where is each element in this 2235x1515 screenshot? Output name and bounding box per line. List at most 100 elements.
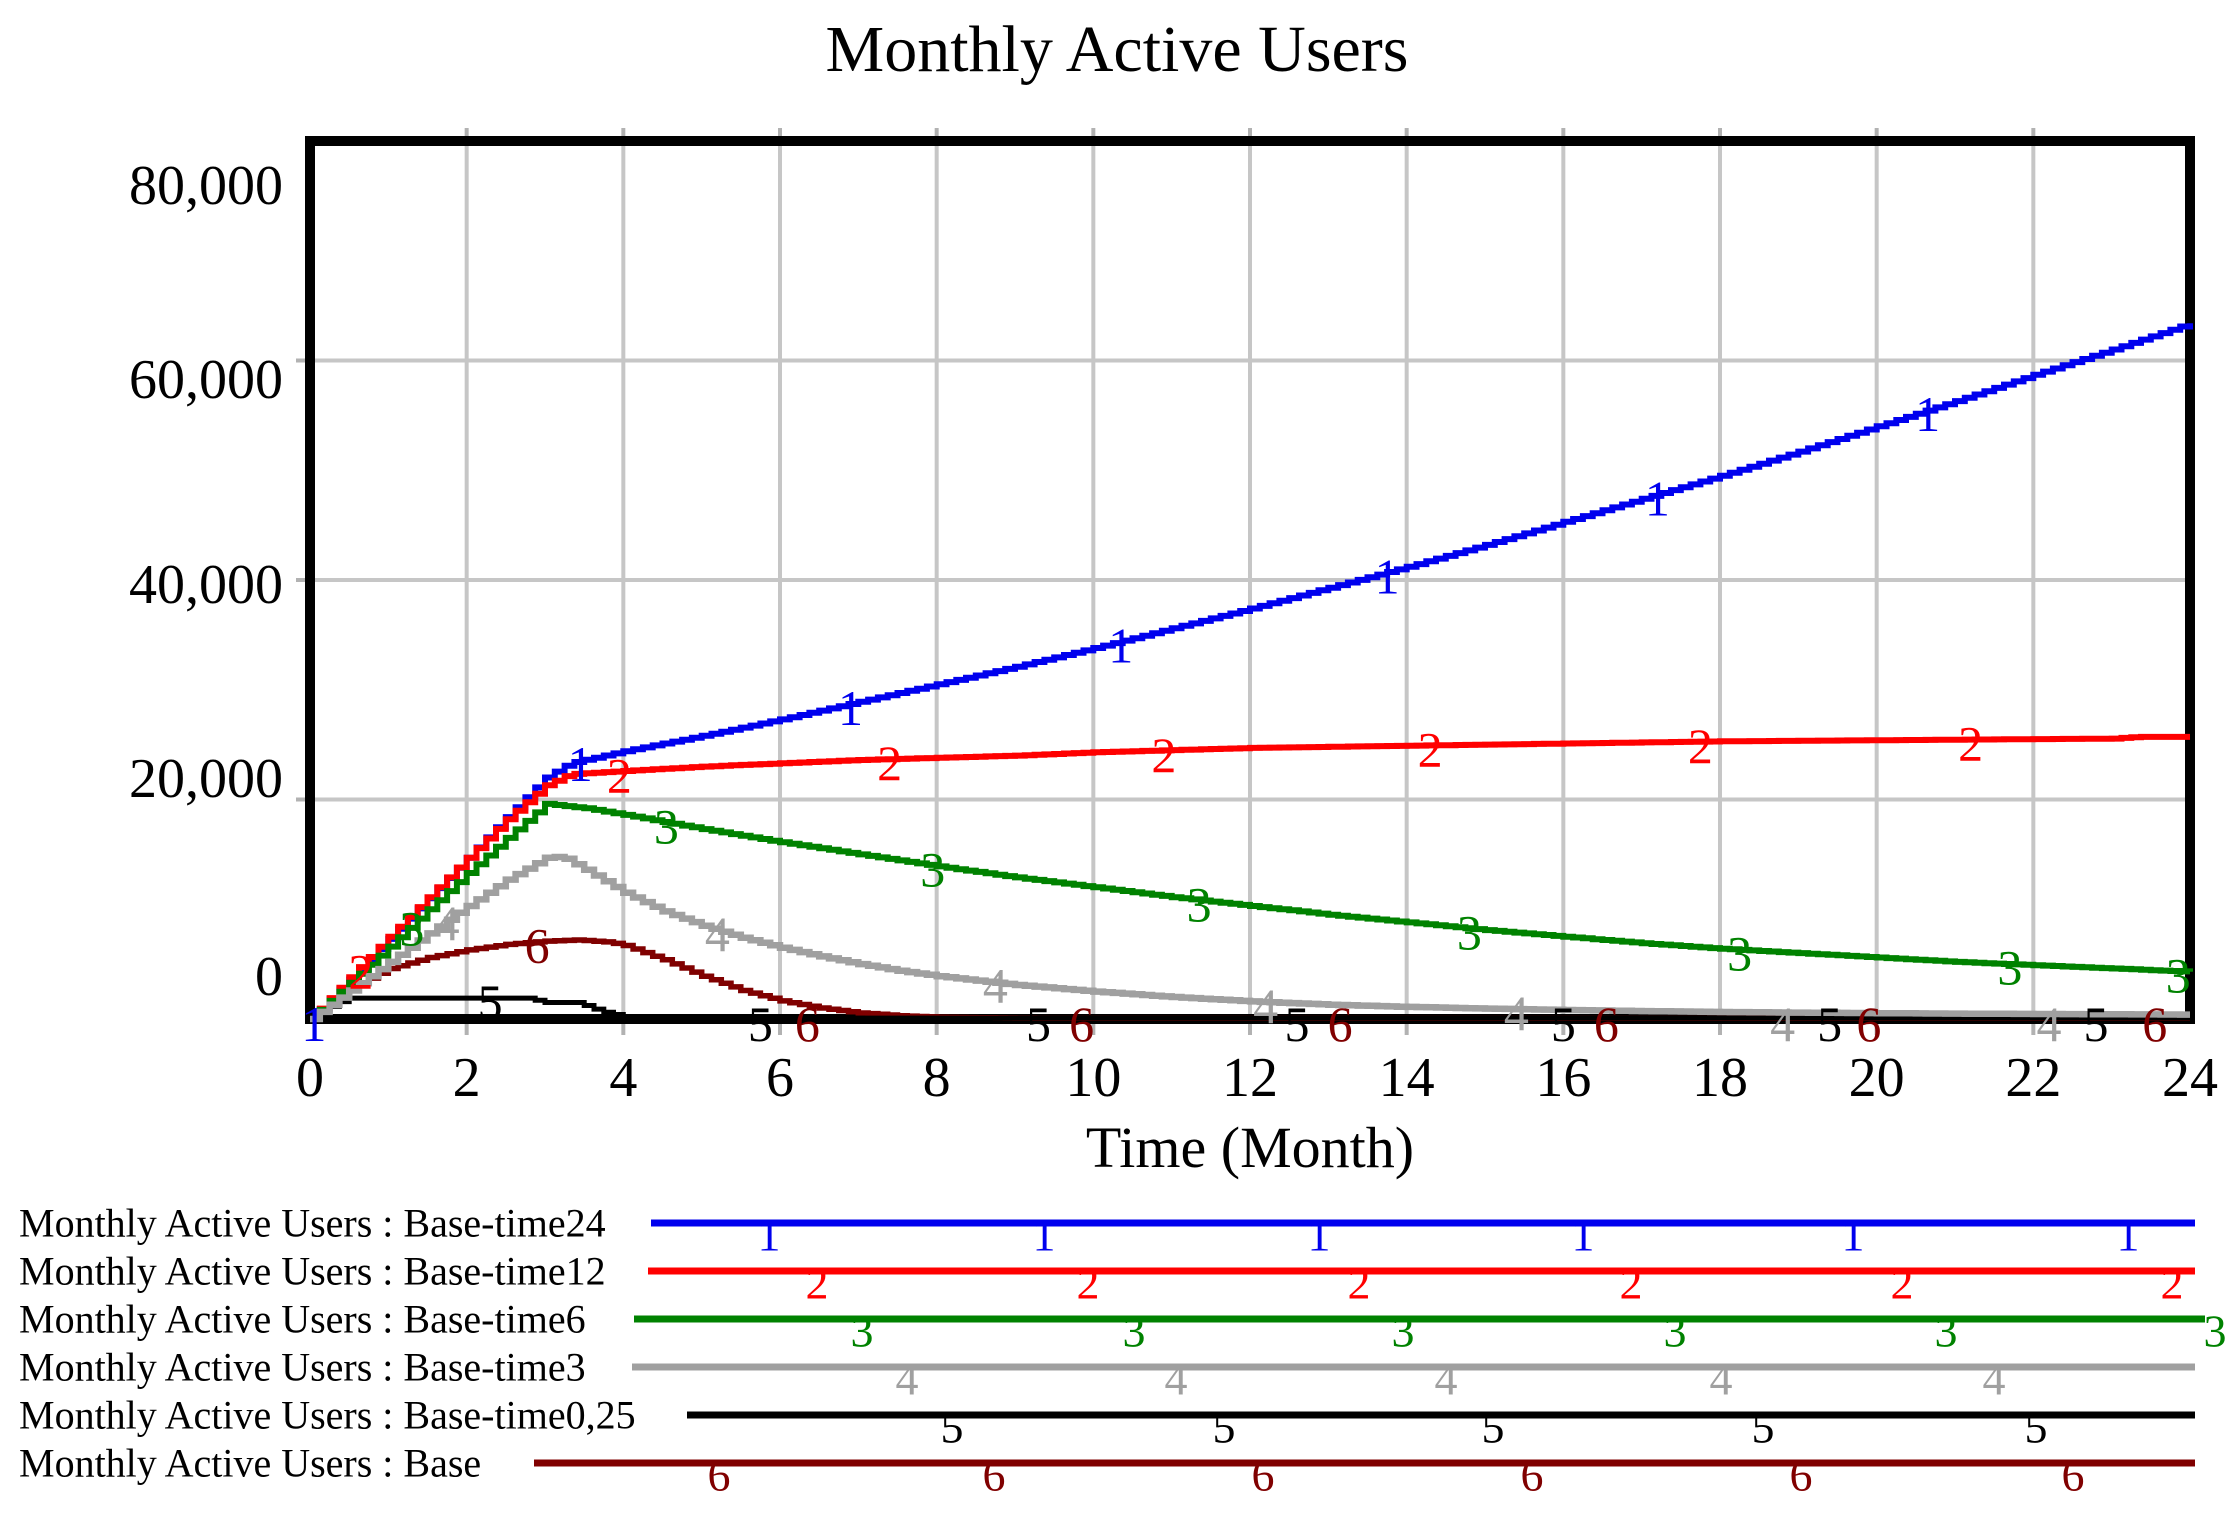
legend-row: Monthly Active Users : Base-time0,25 5 5 5 5…: [19, 1393, 2195, 1453]
legend-marker-3: 3: [851, 1306, 874, 1357]
series-marker-6: 6: [1069, 996, 1094, 1052]
legend-marker-2: 2: [1348, 1258, 1371, 1309]
legend-marker-5: 5: [1752, 1402, 1775, 1453]
series-marker-6: 6: [2142, 996, 2167, 1052]
series-marker-3: 3: [2166, 947, 2191, 1003]
series-marker-4: 4: [2037, 996, 2062, 1052]
series-marker-2: 2: [877, 735, 902, 791]
legend-marker-2: 2: [806, 1258, 829, 1309]
legend-label: Monthly Active Users : Base: [19, 1441, 481, 1486]
x-tick-label: 8: [923, 1047, 951, 1109]
legend-marker-2: 2: [1891, 1258, 1914, 1309]
grid-layer: [310, 141, 2190, 1019]
legend-marker-5: 5: [941, 1402, 964, 1453]
legend-marker-6: 6: [983, 1450, 1006, 1501]
series-line-base-time24: [310, 323, 2193, 1022]
legend-marker-1: 1: [758, 1210, 781, 1261]
legend-marker-1: 1: [1572, 1210, 1595, 1261]
legend-marker-4: 4: [1165, 1354, 1188, 1405]
series-line-base-time0,25: [310, 995, 2190, 1022]
series-marker-6: 6: [1328, 996, 1353, 1052]
y-tick-label: 80,000: [129, 155, 283, 217]
legend-marker-6: 6: [1521, 1450, 1544, 1501]
series-marker-4: 4: [1253, 978, 1278, 1034]
series-marker-5: 5: [1285, 996, 1310, 1052]
legend-marker-3: 3: [2204, 1306, 2227, 1357]
series-marker-5: 5: [478, 974, 503, 1030]
series-marker-2: 2: [1688, 718, 1713, 774]
series-marker-3: 3: [1727, 925, 1752, 981]
x-tick-label: 2: [453, 1047, 481, 1109]
x-tick-label: 0: [296, 1047, 324, 1109]
legend-label: Monthly Active Users : Base-time12: [19, 1249, 606, 1294]
y-tick-label: 0: [255, 946, 283, 1008]
legend: Monthly Active Users : Base-time24 1 1 1 1 1 1…: [19, 1201, 2227, 1501]
series-marker-1: 1: [1108, 617, 1133, 673]
legend-marker-1: 1: [2117, 1210, 2140, 1261]
series-line-base-time3: [310, 853, 2190, 1023]
series-marker-3: 3: [920, 841, 945, 897]
series-marker-4: 4: [1770, 996, 1795, 1052]
series-marker-3: 3: [1997, 940, 2022, 996]
series-marker-2: 2: [1418, 722, 1443, 778]
x-tick-label: 24: [2162, 1047, 2218, 1109]
x-tick-label: 16: [1535, 1047, 1591, 1109]
legend-label: Monthly Active Users : Base-time6: [19, 1297, 586, 1342]
legend-marker-2: 2: [2161, 1258, 2184, 1309]
legend-marker-4: 4: [1710, 1354, 1733, 1405]
legend-marker-6: 6: [2062, 1450, 2085, 1501]
series-marker-1: 1: [1915, 386, 1940, 442]
x-tick-label: 20: [1849, 1047, 1905, 1109]
series-marker-5: 5: [1551, 996, 1576, 1052]
legend-label: Monthly Active Users : Base-time3: [19, 1345, 586, 1390]
series-line-base-time6: [310, 800, 2193, 1022]
series-marker-6: 6: [1856, 996, 1881, 1052]
series-marker-1: 1: [568, 736, 593, 792]
series-marker-1: 1: [838, 680, 863, 736]
x-tick-label: 12: [1222, 1047, 1278, 1109]
legend-marker-3: 3: [1664, 1306, 1687, 1357]
y-tick-label: 20,000: [129, 748, 283, 810]
series-marker-1: 1: [301, 996, 326, 1052]
legend-marker-6: 6: [1252, 1450, 1275, 1501]
legend-label: Monthly Active Users : Base-time0,25: [19, 1393, 636, 1438]
series-marker-2: 2: [607, 748, 632, 804]
series-line-base-time12: [310, 733, 2190, 1022]
series-marker-4: 4: [983, 958, 1008, 1014]
legend-marker-3: 3: [1935, 1306, 1958, 1357]
legend-marker-2: 2: [1620, 1258, 1643, 1309]
series-marker-5: 5: [2084, 996, 2109, 1052]
series-marker-3: 3: [399, 901, 424, 957]
x-axis-title: Time (Month): [1085, 1115, 1415, 1180]
x-tick-label: 22: [2005, 1047, 2061, 1109]
legend-marker-4: 4: [1983, 1354, 2006, 1405]
legend-row: Monthly Active Users : Base-time6 3 3 3 3 3 3: [19, 1297, 2227, 1357]
series-marker-3: 3: [654, 799, 679, 855]
legend-row: Monthly Active Users : Base-time3 4 4 4 4 4: [19, 1345, 2195, 1405]
legend-marker-4: 4: [1435, 1354, 1458, 1405]
legend-marker-4: 4: [896, 1354, 919, 1405]
x-tick-label: 6: [766, 1047, 794, 1109]
series-marker-2: 2: [1958, 716, 1983, 772]
series-marker-5: 5: [748, 996, 773, 1052]
series-layer: [310, 323, 2193, 1023]
legend-row: Monthly Active Users : Base-time12 2 2 2 2 2 2: [19, 1249, 2195, 1309]
legend-row: Monthly Active Users : Base-time24 1 1 1 1 1 1: [19, 1201, 2195, 1261]
series-marker-5: 5: [1817, 996, 1842, 1052]
series-marker-6: 6: [1594, 996, 1619, 1052]
legend-marker-2: 2: [1077, 1258, 1100, 1309]
legend-marker-1: 1: [1842, 1210, 1865, 1261]
series-marker-2: 2: [1151, 727, 1176, 783]
x-tick-label: 10: [1065, 1047, 1121, 1109]
x-tick-label: 18: [1692, 1047, 1748, 1109]
legend-marker-1: 1: [1308, 1210, 1331, 1261]
series-marker-5: 5: [1026, 996, 1051, 1052]
y-tick-label: 40,000: [129, 554, 283, 616]
series-marker-2: 2: [348, 943, 373, 999]
legend-marker-5: 5: [1213, 1402, 1236, 1453]
legend-marker-3: 3: [1123, 1306, 1146, 1357]
legend-marker-6: 6: [1790, 1450, 1813, 1501]
